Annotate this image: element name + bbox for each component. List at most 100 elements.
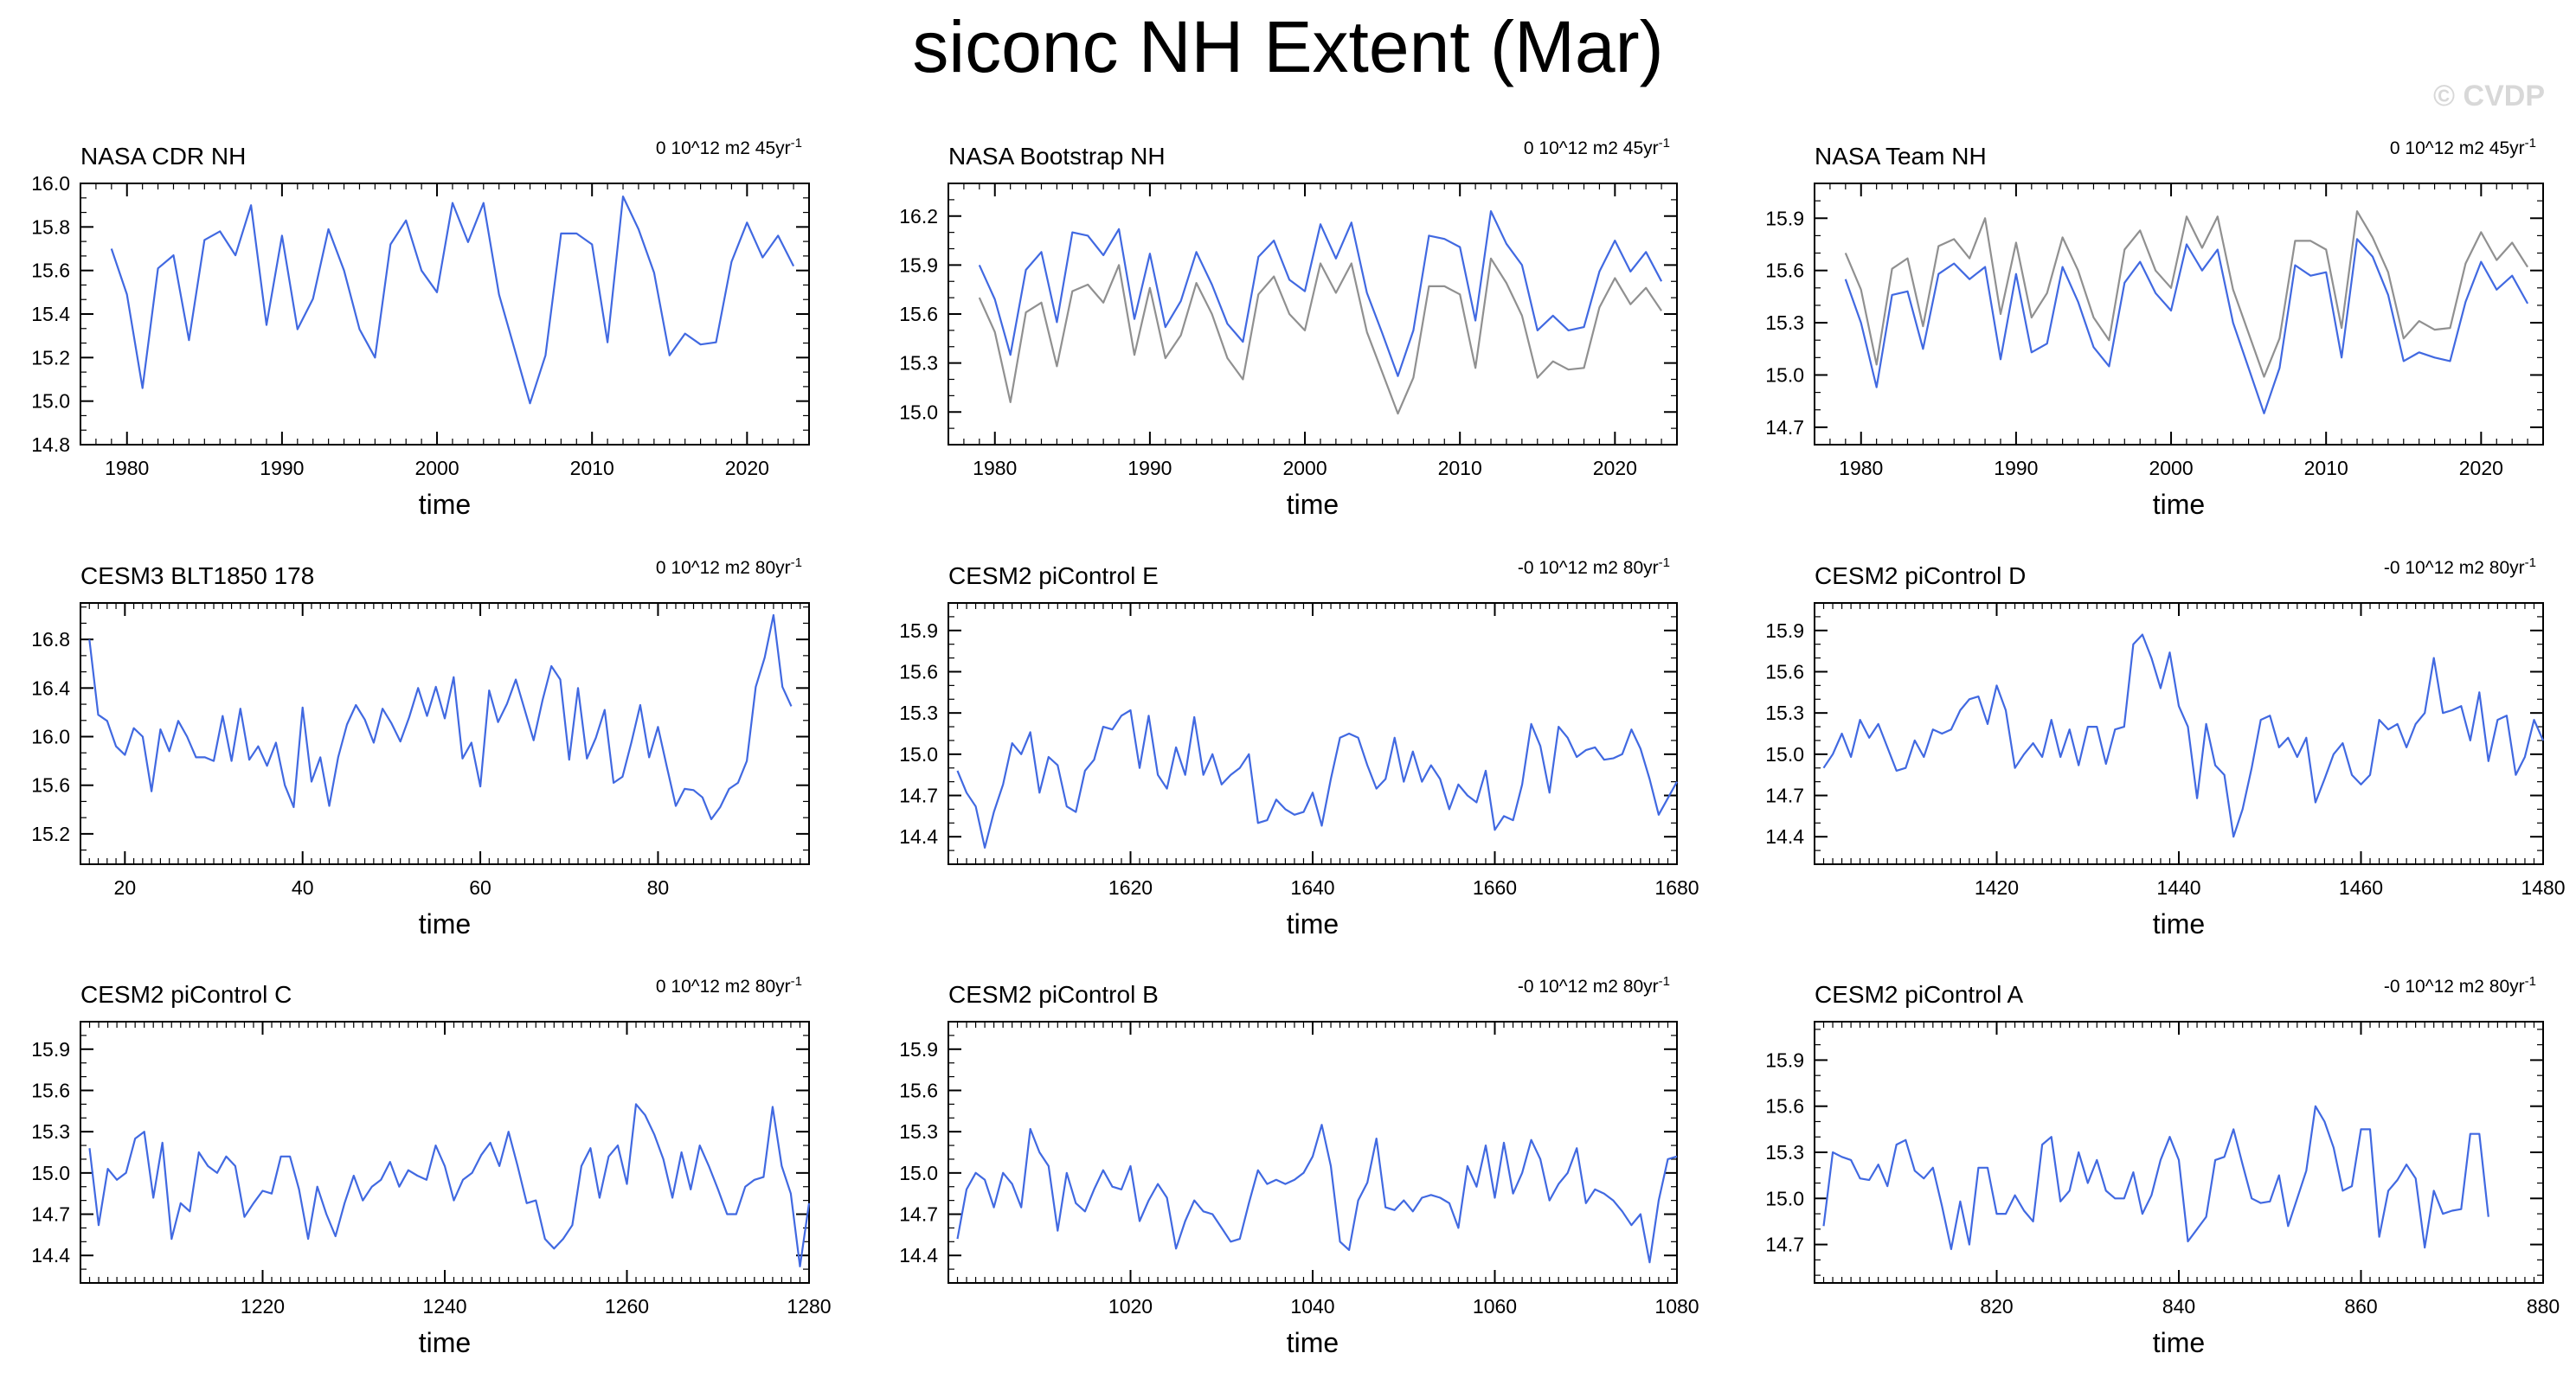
x-tick-label: 1980 <box>105 457 149 479</box>
y-tick-label: 14.4 <box>899 825 938 848</box>
y-tick-label: 14.7 <box>1765 785 1804 807</box>
x-tick-label: 1020 <box>1108 1295 1153 1318</box>
x-tick-label: 1040 <box>1290 1295 1334 1318</box>
x-tick-label: 1440 <box>2156 876 2200 899</box>
x-tick-label: 860 <box>2344 1295 2377 1318</box>
series-line <box>1844 210 2529 378</box>
y-tick-label: 16.4 <box>31 677 70 699</box>
y-tick-label: 15.6 <box>31 1079 70 1101</box>
series-line <box>110 196 795 405</box>
y-tick-label: 15.4 <box>31 303 70 325</box>
y-tick-label: 15.0 <box>31 1162 70 1184</box>
x-tick-label: 1460 <box>2339 876 2383 899</box>
x-tick-label: 20 <box>114 876 137 899</box>
x-axis-label: time <box>1287 489 1339 520</box>
plot-frame <box>1814 602 2544 865</box>
panel-title: NASA Bootstrap NH <box>948 143 1166 170</box>
y-tick-label: 15.6 <box>899 1079 938 1101</box>
y-tick-label: 15.9 <box>899 1038 938 1061</box>
chart-panel-5: CESM2 piControl E -0 10^12 m2 80yr-1 1620 1… <box>899 555 1699 939</box>
y-tick-label: 14.4 <box>31 1244 70 1267</box>
x-tick-label: 2020 <box>1593 457 1637 479</box>
series-line <box>88 613 793 821</box>
trend-annotation: -0 10^12 m2 80yr-1 <box>1518 555 1670 578</box>
y-tick-label: 15.6 <box>31 774 70 797</box>
x-tick-label: 2010 <box>2304 457 2348 479</box>
x-axis-label: time <box>2153 1327 2205 1358</box>
y-tick-label: 15.2 <box>31 823 70 845</box>
panel-title: NASA CDR NH <box>80 143 246 170</box>
y-tick-label: 15.3 <box>31 1120 70 1143</box>
chart-panel-2: NASA Bootstrap NH 0 10^12 m2 45yr-1 1980 19… <box>899 136 1678 520</box>
plot-frame <box>948 1021 1678 1284</box>
y-tick-label: 15.6 <box>31 260 70 282</box>
x-tick-label: 1220 <box>241 1295 285 1318</box>
x-axis-label: time <box>419 1327 471 1358</box>
panel-title: NASA Team NH <box>1815 143 1987 170</box>
trend-annotation: 0 10^12 m2 80yr-1 <box>656 974 802 997</box>
series-line <box>1844 238 2529 414</box>
plot-frame <box>948 602 1678 865</box>
series-line <box>1822 1105 2489 1251</box>
y-tick-label: 15.8 <box>31 215 70 238</box>
series-line <box>978 210 1663 377</box>
chart-panel-6: CESM2 piControl D -0 10^12 m2 80yr-1 1420 1… <box>1765 555 2565 939</box>
x-tick-label: 1980 <box>973 457 1017 479</box>
trend-annotation: 0 10^12 m2 45yr-1 <box>1524 136 1670 158</box>
panel-title: CESM2 piControl E <box>948 562 1159 589</box>
x-axis-label: time <box>1287 908 1339 939</box>
chart-panel-1: NASA CDR NH 0 10^12 m2 45yr-1 1980 1990 2000… <box>31 136 810 520</box>
chart-panel-7: CESM2 piControl C 0 10^12 m2 80yr-1 1220 12… <box>31 974 831 1358</box>
y-tick-label: 15.0 <box>31 390 70 413</box>
trend-annotation: -0 10^12 m2 80yr-1 <box>2384 555 2536 578</box>
chart-panel-3: NASA Team NH 0 10^12 m2 45yr-1 1980 1990 200… <box>1765 136 2544 520</box>
x-axis-label: time <box>1287 1327 1339 1358</box>
x-tick-label: 40 <box>292 876 314 899</box>
y-tick-label: 15.9 <box>899 253 938 276</box>
y-tick-label: 15.9 <box>899 619 938 642</box>
x-tick-label: 1990 <box>1127 457 1172 479</box>
y-tick-label: 15.0 <box>1765 363 1804 386</box>
y-tick-label: 15.9 <box>1765 207 1804 229</box>
y-tick-label: 15.0 <box>899 743 938 766</box>
y-tick-label: 15.9 <box>1765 1048 1804 1071</box>
y-tick-label: 14.7 <box>899 785 938 807</box>
x-tick-label: 840 <box>2162 1295 2195 1318</box>
x-tick-label: 1240 <box>422 1295 466 1318</box>
y-tick-label: 15.6 <box>1765 1095 1804 1118</box>
x-tick-label: 1990 <box>1994 457 2038 479</box>
x-tick-label: 2010 <box>570 457 614 479</box>
y-tick-label: 15.3 <box>1765 311 1804 334</box>
x-tick-label: 880 <box>2527 1295 2560 1318</box>
x-tick-label: 80 <box>647 876 670 899</box>
x-axis-label: time <box>419 908 471 939</box>
x-tick-label: 820 <box>1980 1295 2013 1318</box>
y-tick-label: 15.9 <box>31 1038 70 1061</box>
chart-panel-4: CESM3 BLT1850 178 0 10^12 m2 80yr-1 20 40 60… <box>31 555 810 939</box>
series-line <box>1822 633 2545 838</box>
x-tick-label: 1680 <box>1654 876 1699 899</box>
x-tick-label: 1280 <box>787 1295 831 1318</box>
panel-title: CESM2 piControl D <box>1815 562 2026 589</box>
plot-frame <box>1814 183 2544 446</box>
x-tick-label: 1990 <box>260 457 304 479</box>
chart-panel-9: CESM2 piControl A -0 10^12 m2 80yr-1 820 84… <box>1765 974 2560 1358</box>
x-tick-label: 60 <box>469 876 491 899</box>
y-tick-label: 14.7 <box>1765 416 1804 439</box>
watermark: © CVDP <box>2433 80 2545 112</box>
chart-panel-8: CESM2 piControl B -0 10^12 m2 80yr-1 1020 1… <box>899 974 1699 1358</box>
y-tick-label: 16.0 <box>31 726 70 748</box>
x-tick-label: 2000 <box>414 457 459 479</box>
y-tick-label: 15.9 <box>1765 619 1804 642</box>
y-tick-label: 15.6 <box>899 660 938 683</box>
y-tick-label: 15.3 <box>1765 702 1804 724</box>
x-tick-label: 1080 <box>1654 1295 1699 1318</box>
y-tick-label: 15.0 <box>1765 743 1804 766</box>
y-tick-label: 14.4 <box>899 1244 938 1267</box>
x-tick-label: 2020 <box>2459 457 2503 479</box>
plot-frame <box>80 1021 810 1284</box>
panel-title: CESM2 piControl C <box>80 981 292 1008</box>
trend-annotation: 0 10^12 m2 80yr-1 <box>656 555 802 578</box>
y-tick-label: 15.3 <box>899 702 938 724</box>
